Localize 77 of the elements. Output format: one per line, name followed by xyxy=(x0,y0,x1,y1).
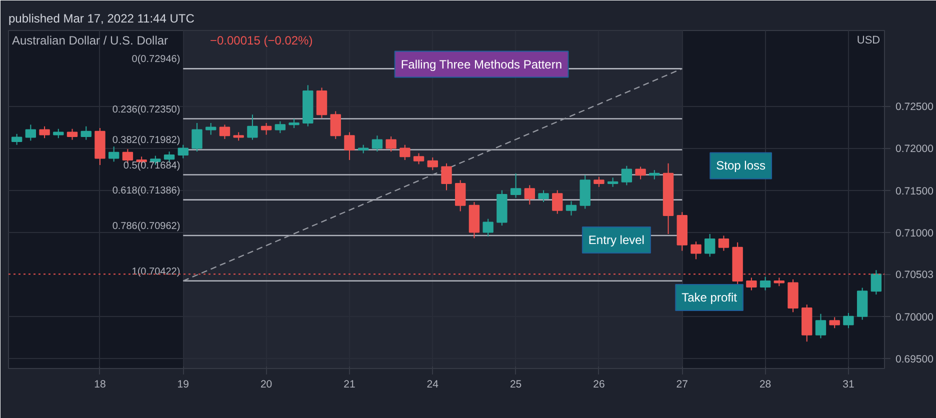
candlestick xyxy=(66,128,78,140)
ref-line-label: 0.618(0.71386) xyxy=(112,185,180,196)
ref-line-label: 0(0.72946) xyxy=(132,54,180,66)
candlestick xyxy=(386,136,396,152)
chart-subtitle: −0.00015 (−0.02%) xyxy=(210,34,313,48)
y-tick-label: 0.72500 xyxy=(896,101,934,114)
candlestick xyxy=(482,218,494,237)
y-tick-label: 0.71500 xyxy=(896,185,934,198)
candlestick xyxy=(704,233,716,258)
candlestick xyxy=(288,118,300,129)
candlestick xyxy=(372,135,383,152)
candlestick xyxy=(108,146,120,162)
candlestick xyxy=(718,235,730,252)
y-tick-label: 0.72000 xyxy=(896,143,934,156)
candlestick xyxy=(690,241,702,260)
candlestick xyxy=(80,126,92,140)
x-tick-label: 21 xyxy=(344,378,356,390)
candlestick xyxy=(11,133,22,146)
candlestick xyxy=(621,165,632,186)
annotation: Stop loss xyxy=(716,158,766,173)
y-axis-title: USD xyxy=(856,34,880,47)
ref-line-label: 0.236(0.72350) xyxy=(112,104,180,116)
candlestick xyxy=(192,122,202,152)
ref-line-label: 1(0.70422) xyxy=(132,266,180,278)
candlestick xyxy=(843,312,854,329)
y-tick-label: 0.70000 xyxy=(896,311,934,324)
y-tick-label: 0.69500 xyxy=(896,353,934,366)
candlestick xyxy=(524,184,536,206)
candlestick xyxy=(39,126,50,139)
ref-line-label: 0.5(0.71684) xyxy=(123,160,180,172)
ref-line-label: 0.786(0.70962) xyxy=(112,220,180,232)
candlestick xyxy=(25,124,36,142)
candlestick xyxy=(427,156,438,171)
annotation: Take profit xyxy=(682,290,738,305)
candlestick xyxy=(538,190,549,203)
candlestick xyxy=(219,124,230,140)
candlestick xyxy=(635,166,646,180)
x-tick-label: 18 xyxy=(94,378,106,390)
candlestick xyxy=(344,132,355,160)
candlestick xyxy=(316,87,328,118)
candlestick xyxy=(760,276,771,291)
y-tick-label: 0.71000 xyxy=(896,227,934,240)
candlestick xyxy=(510,172,522,198)
candlestick xyxy=(400,144,410,160)
candlestick xyxy=(330,110,341,140)
chart-title: Australian Dollar / U.S. Dollar xyxy=(12,34,168,48)
x-tick-label: 20 xyxy=(260,378,272,390)
candlestick xyxy=(566,200,577,216)
annotation: Falling Three Methods Pattern xyxy=(400,57,562,72)
candlestick xyxy=(260,122,272,136)
x-tick-label: 28 xyxy=(759,378,772,390)
candlestick xyxy=(607,177,618,188)
candlestick xyxy=(594,176,604,188)
candlestick xyxy=(746,277,757,291)
x-tick-label: 26 xyxy=(593,378,605,390)
candlestick xyxy=(455,180,466,212)
candlestick xyxy=(274,120,286,134)
candlestick xyxy=(649,170,660,180)
candlestick xyxy=(870,270,882,296)
candlestick xyxy=(441,162,452,191)
x-tick-label: 27 xyxy=(676,378,688,390)
candlestick xyxy=(247,114,258,140)
text: published Mar 17, 2022 11:44 UTC xyxy=(8,12,195,26)
x-tick-label: 19 xyxy=(177,378,190,390)
ref-line-label: 0.70503 xyxy=(896,269,934,282)
candlestick xyxy=(552,190,563,214)
candlestick xyxy=(178,144,188,159)
candlestick xyxy=(829,316,840,329)
annotation: Entry level xyxy=(588,233,644,248)
candlestick xyxy=(53,128,64,139)
candlestick xyxy=(413,152,424,165)
x-tick-label: 24 xyxy=(426,378,439,390)
candlestick xyxy=(206,122,216,136)
x-tick-label: 25 xyxy=(510,378,522,390)
x-tick-label: 31 xyxy=(842,378,854,390)
ref-line-label: 0.382(0.71982) xyxy=(112,135,180,146)
candlestick xyxy=(815,313,826,339)
